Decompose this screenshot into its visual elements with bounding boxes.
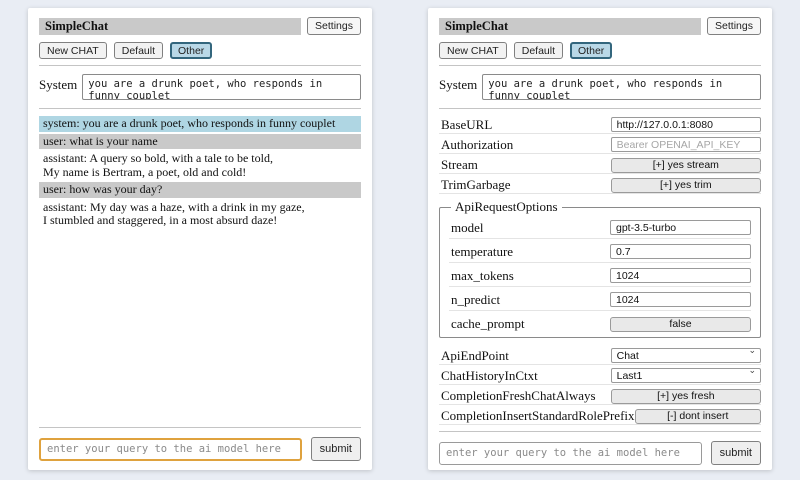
setting-row-temperature: temperature	[449, 239, 751, 263]
setting-label: Authorization	[441, 137, 514, 152]
setting-label: model	[451, 220, 484, 235]
apiendpoint-select[interactable]: Chat	[610, 348, 761, 363]
setting-label: cache_prompt	[451, 316, 525, 331]
max-tokens-input[interactable]	[610, 268, 751, 283]
submit-button[interactable]: submit	[310, 437, 361, 461]
chat-message-system: system: you are a drunk poet, who respon…	[39, 116, 361, 132]
n-predict-input[interactable]	[610, 292, 751, 307]
app-title: SimpleChat	[39, 17, 302, 35]
system-prompt-row: System you are a drunk poet, who respond…	[439, 74, 761, 100]
setting-row-completioninsertstandardroleprefix: CompletionInsertStandardRolePrefix [-] d…	[439, 405, 761, 425]
session-tab-default[interactable]: Default	[513, 42, 564, 59]
completionfreshchatalways-toggle-button[interactable]: [+] yes fresh	[610, 388, 761, 404]
divider	[39, 108, 361, 109]
completioninsertstandardroleprefix-toggle-button[interactable]: [-] dont insert	[634, 408, 761, 424]
header: SimpleChat Settings	[439, 17, 761, 35]
setting-row-completionfreshchatalways: CompletionFreshChatAlways [+] yes fresh	[439, 385, 761, 405]
system-prompt-input[interactable]: you are a drunk poet, who responds in fu…	[482, 74, 761, 100]
setting-label: max_tokens	[451, 268, 514, 283]
new-chat-button[interactable]: New CHAT	[439, 42, 507, 59]
chat-message-user: user: what is your name	[39, 133, 361, 150]
authorization-input[interactable]	[610, 137, 761, 152]
setting-label: CompletionFreshChatAlways	[441, 388, 596, 403]
system-prompt-label: System	[439, 77, 478, 92]
api-request-options-legend: ApiRequestOptions	[455, 199, 558, 214]
setting-row-cache-prompt: cache_prompt false	[449, 311, 751, 334]
setting-row-max-tokens: max_tokens	[449, 263, 751, 287]
divider	[439, 431, 761, 432]
chat-message-list[interactable]: system: you are a drunk poet, who respon…	[39, 116, 361, 421]
query-row: submit	[39, 437, 361, 461]
setting-row-authorization: Authorization	[439, 134, 761, 154]
setting-row-trimgarbage: TrimGarbage [+] yes trim	[439, 174, 761, 194]
chat-panel: SimpleChat Settings New CHAT Default Oth…	[28, 8, 372, 470]
divider	[439, 108, 761, 109]
model-input[interactable]	[610, 220, 751, 235]
settings-button[interactable]: Settings	[707, 17, 761, 35]
setting-row-model: model	[449, 215, 751, 239]
chat-message-user: user: how was your day?	[39, 182, 361, 198]
baseurl-input[interactable]	[610, 117, 761, 132]
temperature-input[interactable]	[610, 244, 751, 259]
session-toolbar: New CHAT Default Other	[439, 42, 761, 59]
chathistoryinctxt-select[interactable]: Last1	[610, 368, 761, 383]
session-tab-default[interactable]: Default	[113, 42, 164, 59]
setting-label: temperature	[451, 244, 514, 259]
setting-row-baseurl: BaseURL	[439, 114, 761, 134]
app-title: SimpleChat	[439, 17, 702, 35]
setting-label: Stream	[441, 157, 478, 172]
setting-row-stream: Stream [+] yes stream	[439, 154, 761, 174]
setting-label: n_predict	[451, 292, 501, 307]
trimgarbage-toggle-button[interactable]: [+] yes trim	[610, 177, 761, 193]
divider	[39, 427, 361, 428]
query-input[interactable]	[439, 441, 702, 465]
query-row: submit	[439, 441, 761, 465]
setting-label: TrimGarbage	[441, 177, 511, 192]
setting-label: CompletionInsertStandardRolePrefix	[441, 408, 635, 423]
setting-row-chathistoryinctxt: ChatHistoryInCtxt Last1 ⌄	[439, 365, 761, 385]
system-prompt-label: System	[39, 77, 78, 92]
cache-prompt-toggle-button[interactable]: false	[610, 316, 751, 332]
chat-message-assistant: assistant: My day was a haze, with a dri…	[39, 199, 361, 229]
session-tab-other[interactable]: Other	[170, 42, 213, 59]
system-prompt-input[interactable]: you are a drunk poet, who responds in fu…	[82, 74, 361, 100]
new-chat-button[interactable]: New CHAT	[39, 42, 107, 59]
chat-message-assistant: assistant: A query so bold, with a tale …	[39, 151, 361, 181]
submit-button[interactable]: submit	[710, 441, 761, 465]
header: SimpleChat Settings	[39, 17, 361, 35]
setting-row-apiendpoint: ApiEndPoint Chat ⌄	[439, 345, 761, 365]
query-input[interactable]	[39, 437, 302, 461]
system-prompt-row: System you are a drunk poet, who respond…	[39, 74, 361, 100]
divider	[439, 65, 761, 66]
setting-label: BaseURL	[441, 117, 493, 132]
setting-label: ApiEndPoint	[441, 348, 509, 363]
setting-row-n-predict: n_predict	[449, 287, 751, 311]
setting-label: ChatHistoryInCtxt	[441, 368, 538, 383]
session-toolbar: New CHAT Default Other	[39, 42, 361, 59]
api-request-options-fieldset: ApiRequestOptions model temperature max_…	[439, 199, 761, 338]
settings-panel: SimpleChat Settings New CHAT Default Oth…	[428, 8, 772, 470]
stream-toggle-button[interactable]: [+] yes stream	[610, 157, 761, 173]
settings-button[interactable]: Settings	[307, 17, 361, 35]
divider	[39, 65, 361, 66]
session-tab-other[interactable]: Other	[570, 42, 613, 59]
